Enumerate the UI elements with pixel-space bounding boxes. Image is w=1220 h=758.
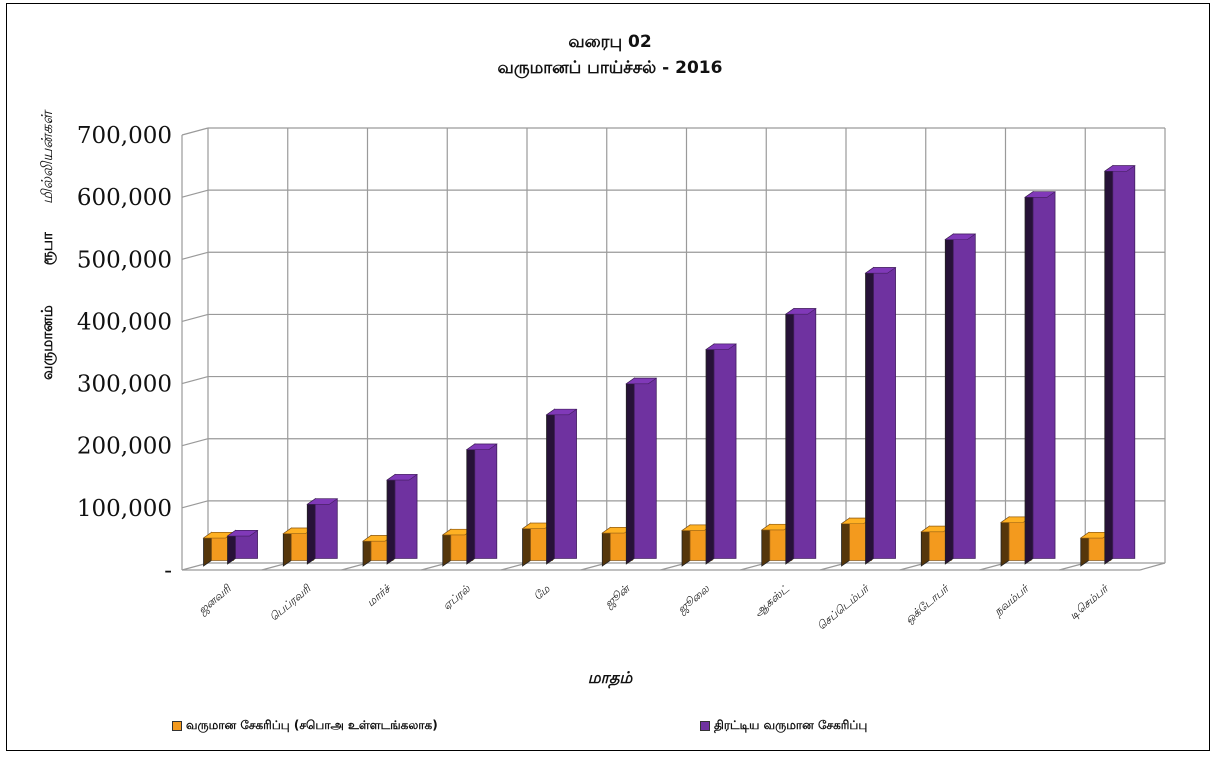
y-tick-label: 300,000 <box>77 372 172 398</box>
bar-series-2 <box>306 497 339 565</box>
chart-subtitle: வருமானப் பாய்ச்சல் - 2016 <box>497 58 723 78</box>
legend-label-series-2: திரட்டிய வருமான சேகரிப்பு <box>714 718 868 732</box>
bar-series-2 <box>784 307 817 565</box>
x-tick-label: ஜூலை <box>674 582 713 618</box>
y-tick-label: 600,000 <box>77 185 172 211</box>
x-tick-label: ஜூன் <box>601 581 633 611</box>
chart-title: வரைபு 02 <box>568 32 652 52</box>
x-axis-label: மாதம் <box>587 668 633 687</box>
floor-right <box>1139 562 1166 571</box>
x-tick-label: டிசெம்பர் <box>1067 581 1113 623</box>
bar-series-2 <box>864 266 897 565</box>
x-tick-label: ஒக்டோபர் <box>903 581 954 627</box>
y-tick-label: 700,000 <box>77 123 172 149</box>
y-tick-label: 500,000 <box>77 247 172 273</box>
bar-series-2 <box>1024 190 1056 565</box>
bar-series-2 <box>465 443 498 565</box>
legend-item-series-1: வருமான சேகரிப்பு (சபொஅ உள்ளடங்கலாக) <box>172 718 438 734</box>
y-tick-label: - <box>164 558 172 584</box>
gridline-side <box>181 438 209 447</box>
bar-series-2 <box>625 377 658 565</box>
legend-item-series-2: திரட்டிய வருமான சேகரிப்பு <box>700 718 867 734</box>
bar-series-2 <box>226 529 259 565</box>
bar-series-2 <box>545 408 578 565</box>
x-tick-label: ஜனவரி <box>195 582 235 619</box>
x-tick-label: பெப்ரவரி <box>267 582 314 624</box>
legend-swatch-series-1 <box>172 721 182 731</box>
gridline-side <box>181 375 209 385</box>
legend-label-series-1: வருமான சேகரிப்பு (சபொஅ உள்ளடங்கலாக) <box>186 718 438 732</box>
gridline-side <box>181 127 209 136</box>
legend-swatch-series-2 <box>700 721 710 731</box>
x-tick-label: மே <box>531 582 553 603</box>
bar-series-2 <box>705 343 737 565</box>
x-tick-label: நவம்பர் <box>991 581 1033 620</box>
bar-series-2 <box>386 473 418 565</box>
x-tick-label: மார்ச் <box>364 581 394 609</box>
y-tick-label: 200,000 <box>77 434 172 460</box>
gridline-side <box>181 313 209 323</box>
bar-series-2 <box>944 233 977 565</box>
x-tick-label: ஆகஸ்ட் <box>751 582 792 620</box>
y-tick-label: 100,000 <box>77 496 172 522</box>
gridline-side <box>181 189 209 198</box>
x-tick-label: செப்டெம்பர் <box>815 581 873 633</box>
bar-series-2 <box>1103 164 1136 565</box>
x-tick-label: ஏப்ரல் <box>440 582 473 613</box>
gridline-side <box>181 251 209 260</box>
gridline-side <box>181 500 209 509</box>
y-tick-label: 400,000 <box>77 309 172 335</box>
